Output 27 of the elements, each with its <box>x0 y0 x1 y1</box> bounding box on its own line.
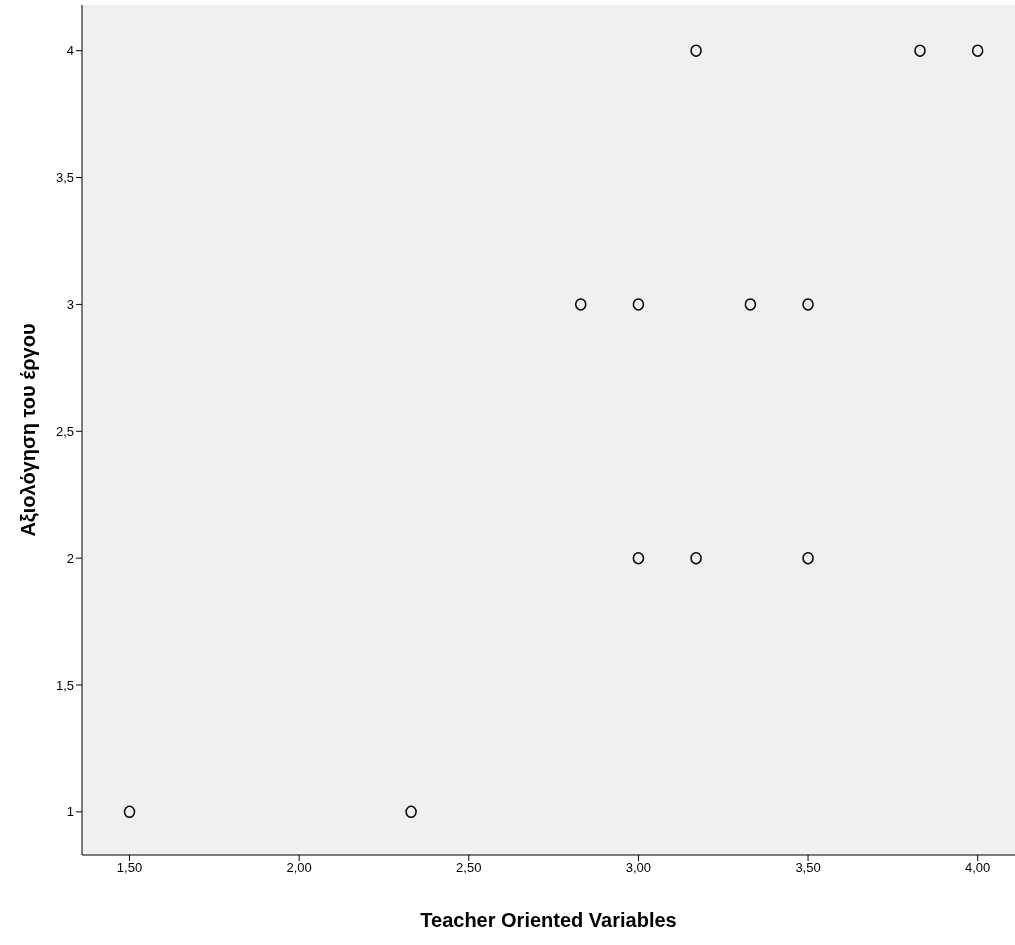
x-tick-label: 4,00 <box>965 860 991 876</box>
x-tick-label: 3,50 <box>795 860 821 876</box>
point <box>802 551 814 565</box>
y-tick-label: 1,5 <box>55 677 74 693</box>
x-tick-label: 2,00 <box>286 860 312 876</box>
x-tick-label: 3,00 <box>625 860 652 876</box>
point <box>690 551 702 565</box>
point <box>405 805 417 819</box>
y-tick-label: 4 <box>66 43 74 59</box>
point <box>632 298 645 311</box>
point <box>690 44 702 57</box>
point <box>632 551 645 565</box>
point <box>123 805 136 819</box>
y-axis-title: Αξιολόγηση του έργου <box>17 323 40 537</box>
x-tick-label: 1,50 <box>116 860 143 876</box>
point <box>802 298 814 311</box>
point <box>574 298 587 311</box>
point <box>914 44 926 57</box>
y-tick-label: 3 <box>66 297 74 313</box>
y-tick-label: 1 <box>66 804 74 820</box>
x-tick-label: 2,50 <box>456 860 482 876</box>
x-axis-title: Teacher Oriented Variables <box>420 909 677 931</box>
y-tick-label: 2,5 <box>55 423 74 439</box>
y-tick-label: 3,5 <box>55 170 74 186</box>
y-tick-label: 2 <box>66 550 74 566</box>
point <box>971 44 984 57</box>
point <box>744 298 757 311</box>
